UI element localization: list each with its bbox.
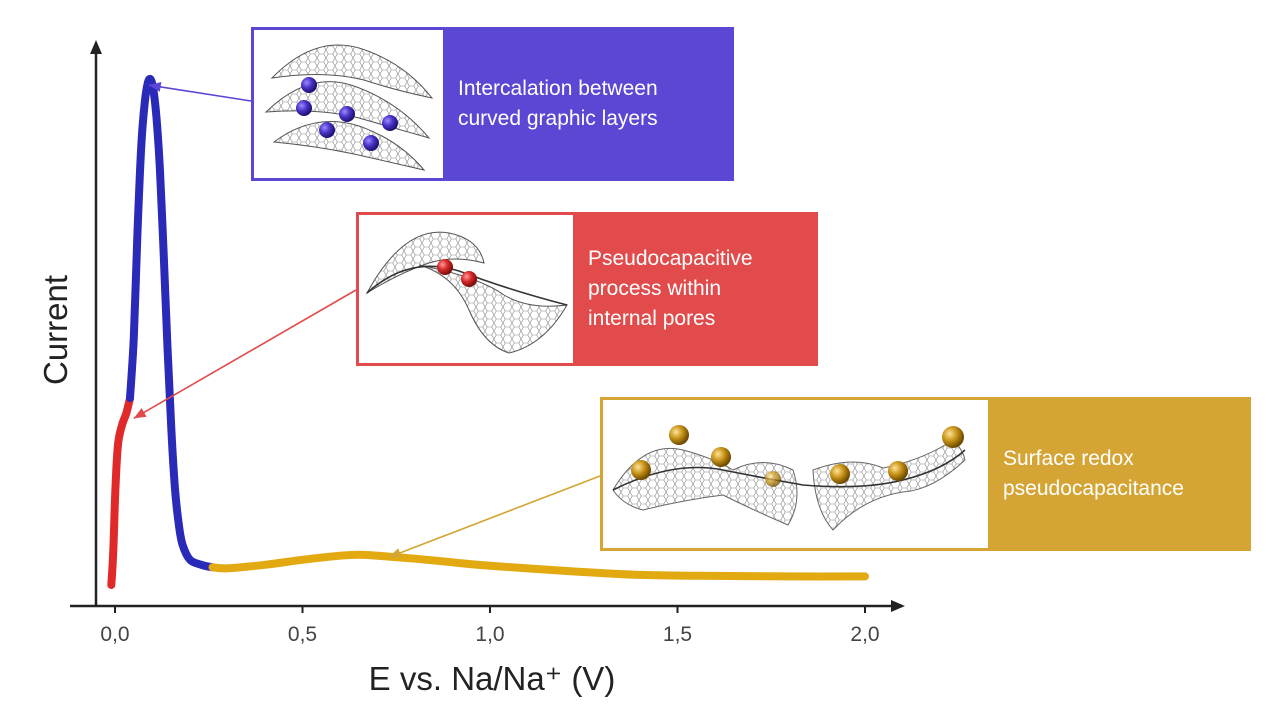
leader-layer bbox=[133, 82, 601, 558]
x-tick-label: 0,5 bbox=[288, 623, 317, 646]
leader-arrow-intercalation bbox=[148, 82, 252, 102]
callout-intercalation-text: Intercalation between curved graphic lay… bbox=[458, 77, 658, 130]
x-axis-title: E vs. Na/Na⁺ (V) bbox=[369, 660, 616, 697]
x-tick-label: 1,0 bbox=[475, 623, 504, 646]
callout-intercalation: Intercalation between curved graphic lay… bbox=[251, 27, 734, 181]
x-tick-label: 2,0 bbox=[850, 623, 879, 646]
internal-pores-illustration bbox=[359, 215, 573, 363]
tick-layer: 0,0 0,5 1,0 1,5 2,0 bbox=[100, 606, 880, 646]
callout-pseudocapacitive-pores: Pseudocapacitive process within internal… bbox=[356, 212, 818, 366]
y-axis-title: Current bbox=[37, 275, 74, 385]
x-tick-label: 1,5 bbox=[663, 623, 692, 646]
leader-arrow-surface-redox bbox=[388, 475, 601, 558]
x-tick-label: 0,0 bbox=[100, 623, 129, 646]
axes bbox=[70, 40, 905, 612]
y-axis-arrow-icon bbox=[90, 40, 102, 54]
surface-redox-illustration bbox=[603, 400, 988, 548]
series-pseudocapacitive-pores-line bbox=[107, 394, 134, 589]
callout-surface-redox: Surface redox pseudocapacitance bbox=[600, 397, 1251, 551]
callout-surface-redox-text: Surface redox pseudocapacitance bbox=[1003, 447, 1184, 500]
x-axis-arrow-icon bbox=[891, 600, 905, 612]
series-layer bbox=[107, 74, 869, 589]
series-intercalation-line bbox=[126, 74, 217, 572]
callout-pseudocapacitive-pores-text: Pseudocapacitive process within internal… bbox=[588, 247, 753, 330]
intercalation-illustration bbox=[254, 30, 443, 178]
series-surface-redox-line bbox=[208, 550, 869, 581]
leader-arrow-pseudocapacitive-pores bbox=[133, 289, 357, 420]
